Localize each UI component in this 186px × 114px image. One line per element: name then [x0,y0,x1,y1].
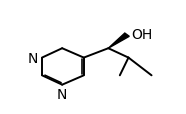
Text: N: N [57,87,67,101]
Text: OH: OH [131,27,153,41]
Text: N: N [27,51,38,65]
Polygon shape [108,34,129,49]
